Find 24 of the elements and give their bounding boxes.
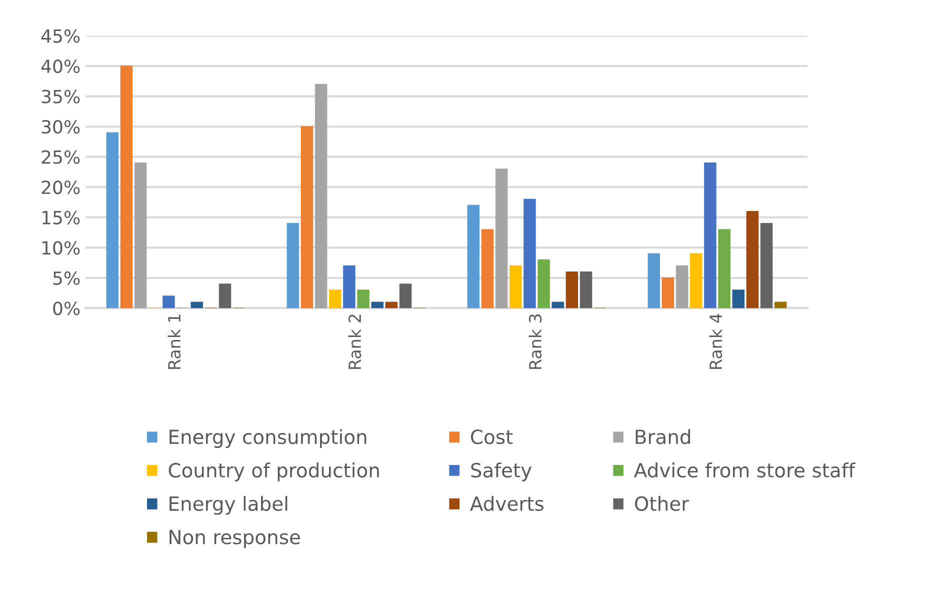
y-tick-label: 15% — [42, 210, 80, 224]
legend-label: Non response — [170, 530, 300, 548]
y-tick-label: 5% — [53, 271, 80, 285]
y-tick-label: 30% — [42, 120, 80, 134]
legend-label: Country of production — [168, 462, 379, 482]
legend-label: Adverts — [470, 496, 544, 511]
legend-label: Cost — [470, 429, 513, 444]
legend-label: Energy label — [170, 496, 288, 515]
y-tick-label: 10% — [42, 241, 80, 255]
y-tick-label: 0% — [53, 302, 80, 316]
x-tick-label: Rank 4 — [709, 314, 722, 369]
y-tick-label: 20% — [42, 180, 80, 194]
x-tick-label: Rank 3 — [528, 314, 542, 369]
legend-label: Other — [634, 496, 690, 511]
x-tick-label: Rank 2 — [348, 314, 362, 369]
y-tick-label: 35% — [42, 90, 80, 104]
y-tick-label: 25% — [42, 150, 80, 164]
x-tick-label: Rank 1 — [168, 314, 181, 369]
y-tick-label: 40% — [41, 59, 80, 74]
legend-label: Brand — [636, 429, 690, 444]
legend-label: Advice from store staff — [634, 462, 856, 478]
legend-label: Energy consumption — [170, 429, 366, 448]
legend-label: Safety — [471, 462, 532, 482]
y-tick-label: 45% — [41, 29, 80, 43]
